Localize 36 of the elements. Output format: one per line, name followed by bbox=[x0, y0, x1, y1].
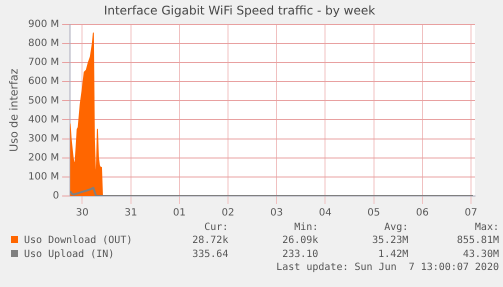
text: 335.64 bbox=[191, 248, 230, 262]
y-tick-label: 900 M bbox=[28, 18, 60, 30]
x-tick-label: 01 bbox=[173, 208, 186, 219]
y-tick-label: 400 M bbox=[28, 114, 60, 126]
text: Min: bbox=[293, 222, 320, 234]
text: 855.81M bbox=[456, 234, 500, 248]
text: 26.09k bbox=[281, 234, 320, 248]
x-tick-label: 05 bbox=[367, 208, 380, 219]
x-tick-label: 07 bbox=[464, 208, 478, 219]
text: Avg: bbox=[383, 222, 410, 234]
x-tick-label: 06 bbox=[416, 208, 429, 219]
text: 1.42M bbox=[377, 248, 410, 262]
y-tick-label: 0 bbox=[52, 190, 60, 202]
text: Last update: Sun Jun 7 13:00:07 2020 bbox=[275, 262, 500, 274]
chart-title: Interface Gigabit WiFi Speed traffic - by week bbox=[104, 3, 376, 18]
text: 28.72k bbox=[191, 234, 230, 248]
x-tick-label: 30 bbox=[76, 208, 89, 219]
text: Max: bbox=[474, 222, 500, 234]
x-tick-label: 04 bbox=[318, 208, 332, 219]
y-tick-label: 600 M bbox=[28, 76, 60, 88]
text: 233.10 bbox=[281, 248, 320, 262]
x-tick-label: 02 bbox=[222, 208, 234, 219]
x-tick-label: 03 bbox=[270, 208, 283, 219]
legend-label: Uso Upload (IN) bbox=[23, 248, 116, 262]
y-tick-label: 700 M bbox=[28, 57, 60, 68]
text: 35.23M bbox=[371, 234, 410, 248]
y-tick-label: 800 M bbox=[28, 38, 60, 50]
y-axis-title: Uso de interfaz bbox=[7, 68, 20, 152]
text: 43.30M bbox=[462, 248, 500, 262]
legend-label: Uso Download (OUT) bbox=[23, 234, 134, 248]
text: Cur: bbox=[203, 222, 230, 234]
y-tick-label: 100 M bbox=[28, 172, 60, 183]
y-tick-label: 300 M bbox=[28, 133, 60, 144]
y-tick-label: 500 M bbox=[28, 95, 60, 106]
y-tick-label: 200 M bbox=[28, 152, 60, 164]
x-tick-label: 31 bbox=[124, 208, 138, 219]
